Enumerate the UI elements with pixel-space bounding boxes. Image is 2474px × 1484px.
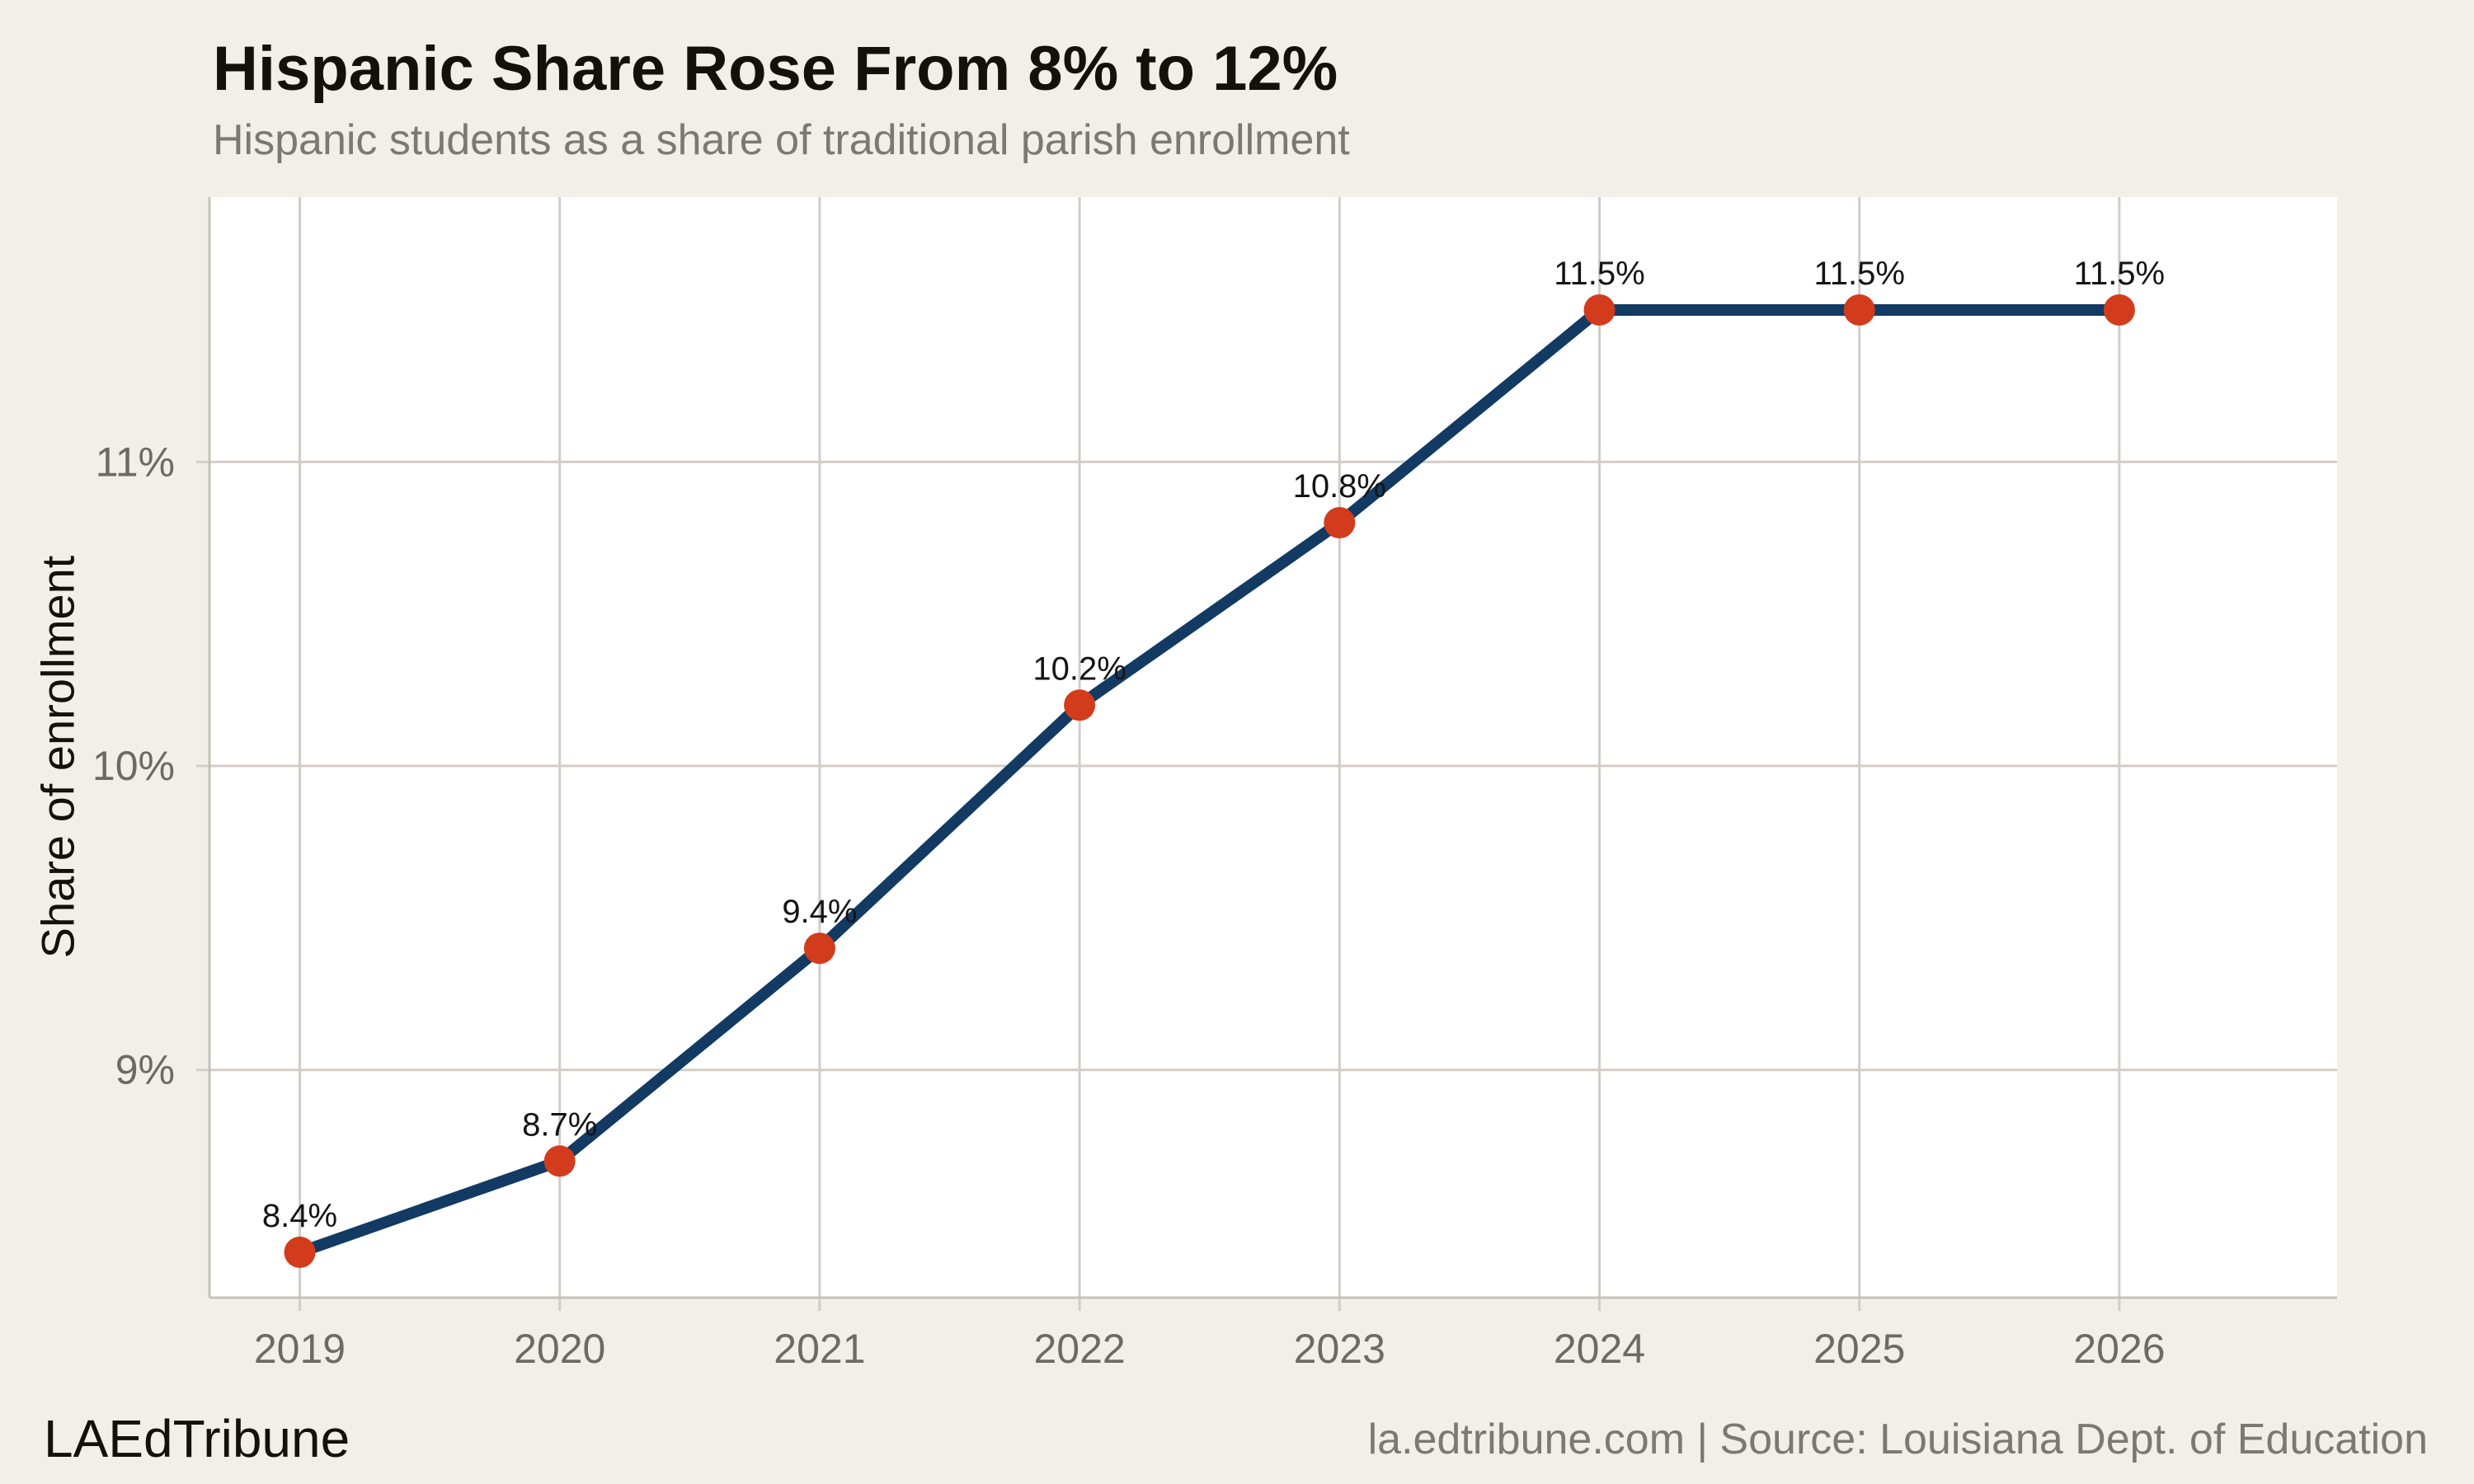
x-tick-label-2025: 2025 [1813, 1326, 1905, 1372]
y-tick-label-9%: 9% [115, 1047, 175, 1093]
chart-title: Hispanic Share Rose From 8% to 12% [213, 34, 1338, 104]
data-label-2026: 11.5% [2074, 256, 2165, 292]
data-point-2020 [543, 1145, 576, 1177]
data-point-2025 [1843, 294, 1875, 326]
x-tick-label-2021: 2021 [774, 1326, 865, 1372]
y-tick-label-10%: 10% [92, 743, 175, 789]
x-tick-label-2023: 2023 [1294, 1326, 1385, 1372]
x-tick-label-2019: 2019 [254, 1326, 346, 1372]
data-label-2020: 8.7% [522, 1106, 597, 1143]
x-tick-label-2026: 2026 [2073, 1326, 2165, 1372]
footer-brand: LAEdTribune [44, 1409, 350, 1468]
plot-background [209, 197, 2337, 1298]
data-point-2021 [803, 932, 835, 965]
data-label-2022: 10.2% [1032, 650, 1126, 687]
data-point-2026 [2103, 294, 2135, 326]
trend-line [294, 303, 2125, 1258]
x-tick-label-2024: 2024 [1554, 1326, 1645, 1372]
data-point-2023 [1324, 507, 1356, 539]
x-tick-label-2020: 2020 [514, 1326, 605, 1372]
data-label-2023: 10.8% [1293, 468, 1386, 505]
data-label-2021: 9.4% [782, 894, 857, 930]
x-tick-label-2022: 2022 [1033, 1326, 1125, 1372]
data-label-2019: 8.4% [262, 1198, 337, 1234]
y-tick-label-11%: 11% [96, 439, 175, 485]
data-point-2022 [1064, 689, 1096, 721]
data-point-2019 [284, 1236, 316, 1268]
data-point-2024 [1583, 294, 1616, 326]
chart-subtitle: Hispanic students as a share of traditio… [213, 116, 1350, 164]
footer-source: la.edtribune.com | Source: Louisiana Dep… [1367, 1416, 2428, 1463]
data-label-2024: 11.5% [1554, 256, 1644, 292]
data-label-2025: 11.5% [1813, 256, 1904, 292]
